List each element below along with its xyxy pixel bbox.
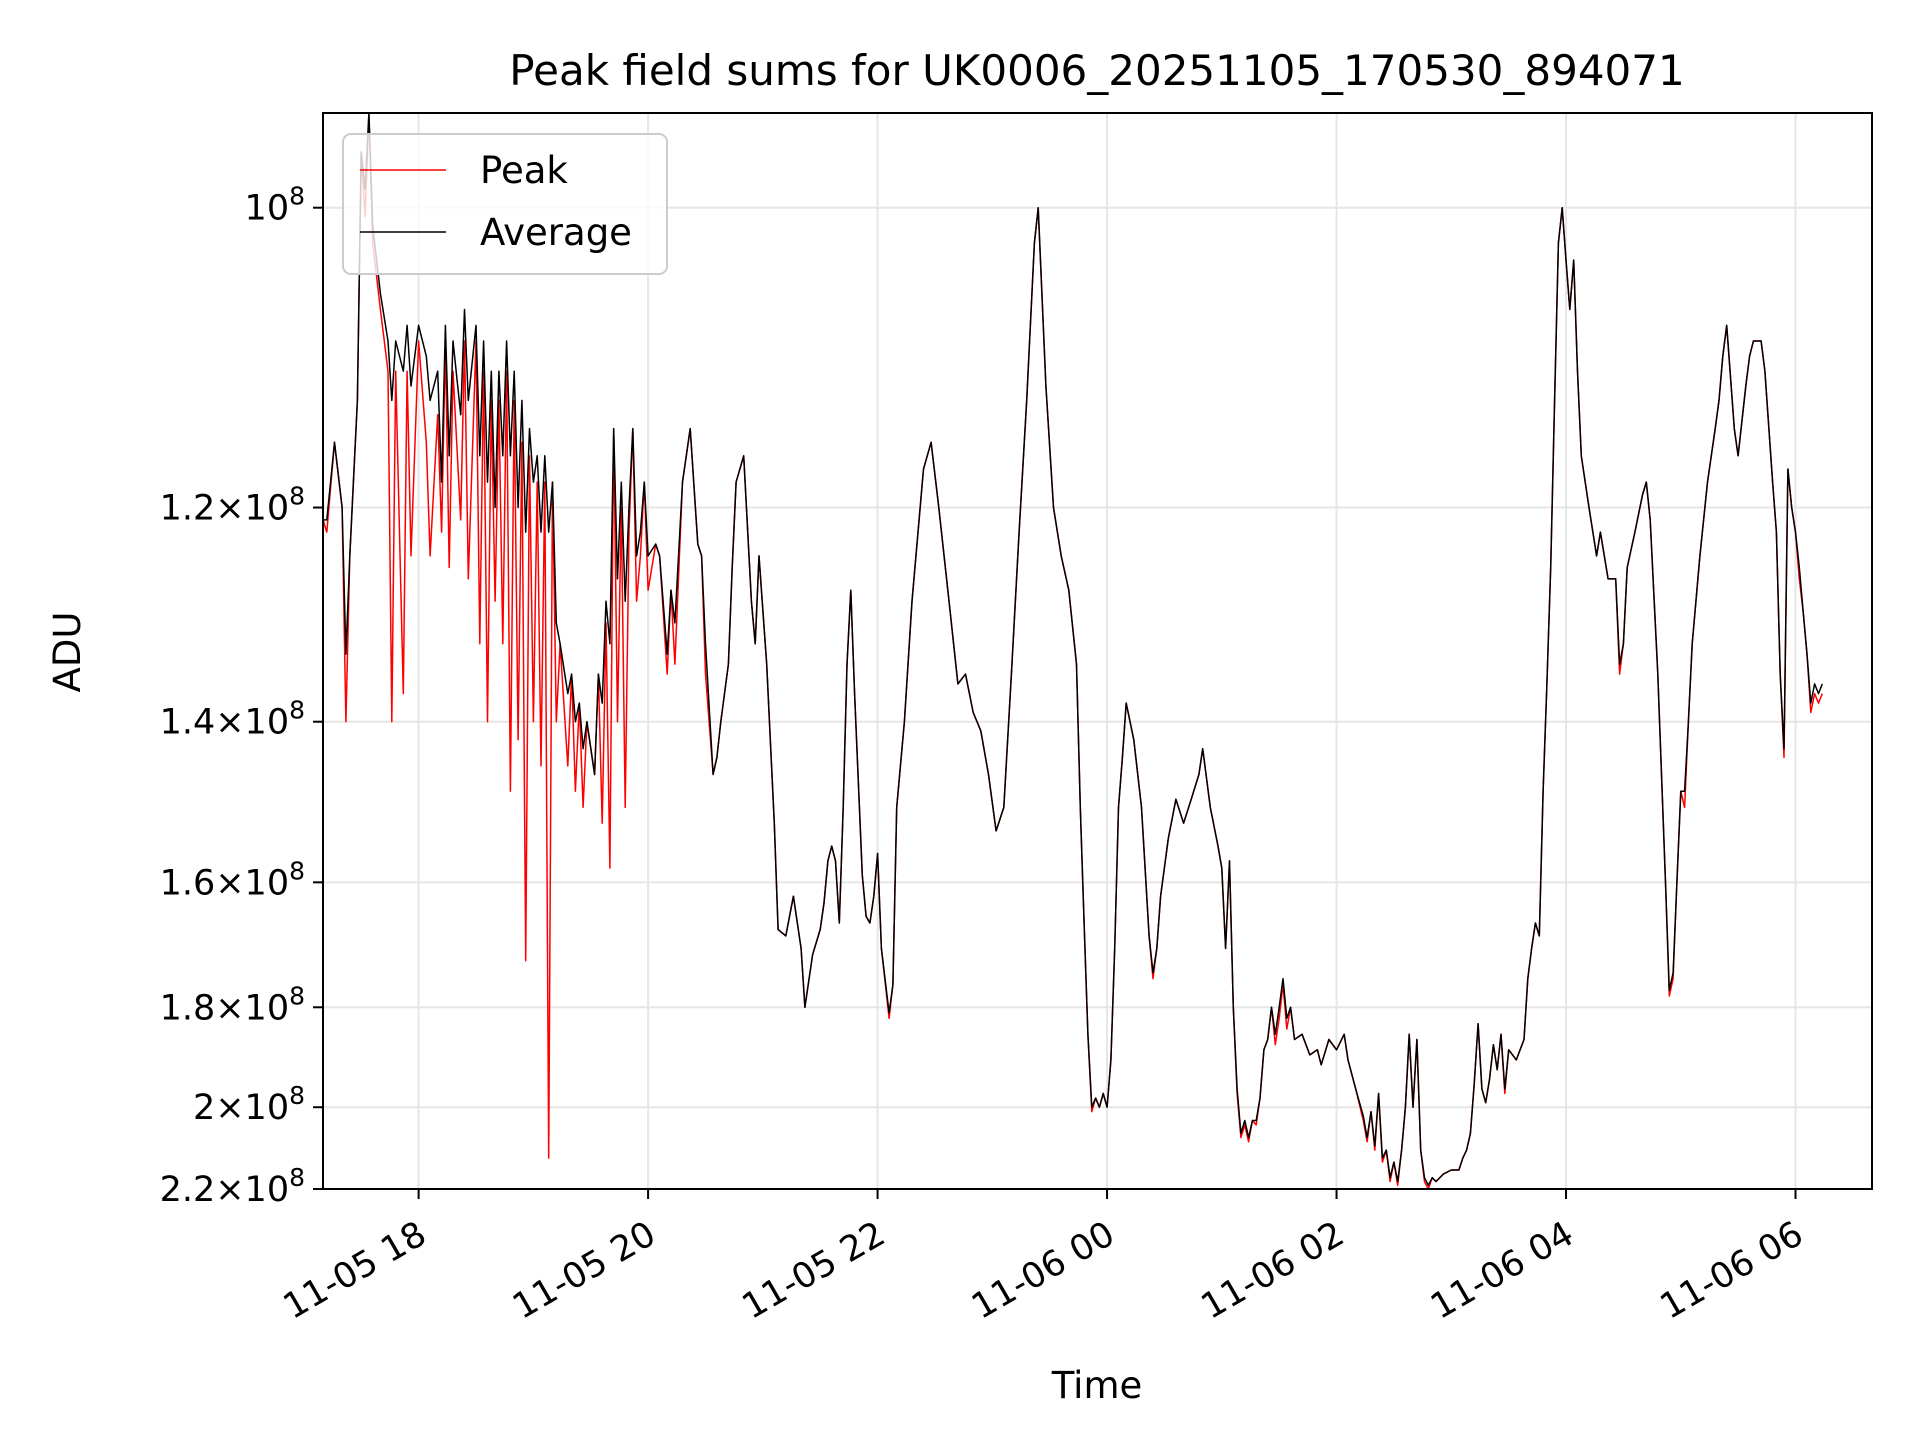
series-line-average xyxy=(323,112,1823,1187)
y-tick-label: 1.6×108 xyxy=(160,856,305,903)
y-axis: 108 1.2×108 1.4×108 1.6×108 1.8×108 2×108 2.2×… xyxy=(160,182,323,1210)
y-axis-label: ADU xyxy=(46,612,89,693)
y-tick-label: 1.4×108 xyxy=(160,696,305,743)
plot-frame xyxy=(322,112,1873,1190)
y-tick-label: 1.8×108 xyxy=(160,981,305,1028)
legend-label-peak: Peak xyxy=(480,149,568,192)
plot-series xyxy=(322,112,1823,1190)
legend-box xyxy=(342,133,668,275)
y-tick-label: 1.2×108 xyxy=(160,482,305,529)
x-axis-label: Time xyxy=(1051,1364,1143,1407)
y-tick-label: 2×108 xyxy=(193,1081,305,1128)
y-tick-label: 2.2×108 xyxy=(160,1163,305,1210)
legend-label-average: Average xyxy=(480,211,632,254)
chart-title: Peak field sums for UK0006_20251105_1705… xyxy=(509,46,1684,95)
legend: Peak Average xyxy=(342,133,668,275)
y-tick-label: 108 xyxy=(245,182,305,229)
